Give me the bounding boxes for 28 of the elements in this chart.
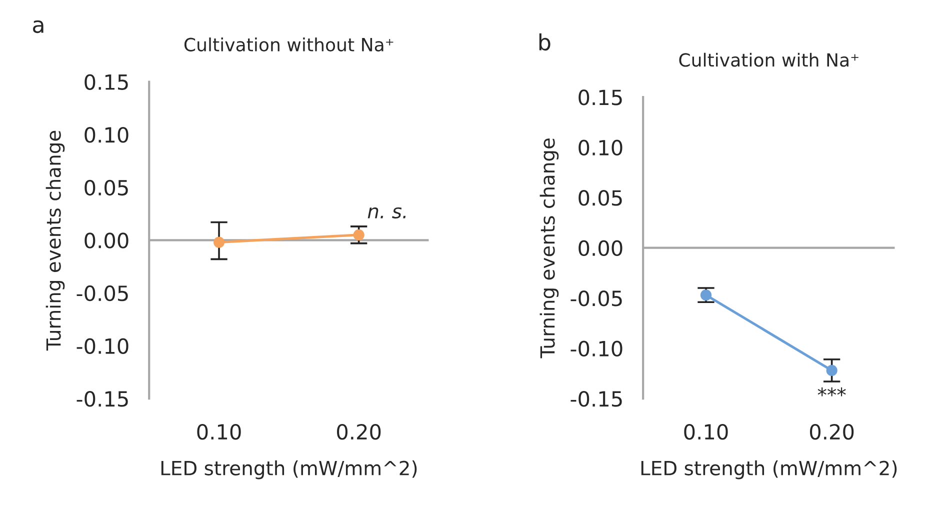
y-tick-label: 0.15 bbox=[578, 90, 622, 106]
chart-title: Cultivation without Na⁺ bbox=[184, 37, 394, 52]
text: a bbox=[33, 20, 44, 34]
y-tick-label: 0.00 bbox=[578, 240, 622, 256]
text: b bbox=[539, 33, 550, 51]
y-tick-label: 0.10 bbox=[84, 127, 128, 143]
y-tick-label: 0.05 bbox=[84, 180, 128, 196]
x-tick-label: 0.20 bbox=[337, 424, 381, 440]
x-tick-label: 0.10 bbox=[684, 424, 728, 440]
y-tick-label: -0.10 bbox=[570, 340, 622, 357]
chart-title: Cultivation with Na⁺ bbox=[679, 52, 858, 67]
y-tick-label: -0.15 bbox=[76, 391, 128, 407]
annotation: n. s. bbox=[368, 207, 406, 219]
annotation: *** bbox=[818, 387, 846, 396]
y-tick-label: 0.15 bbox=[84, 74, 128, 90]
y-tick-label: -0.05 bbox=[570, 290, 622, 306]
x-tick-label: 0.10 bbox=[197, 424, 241, 440]
y-axis-title: Turning events change bbox=[540, 138, 559, 358]
y-tick-label: 0.05 bbox=[578, 190, 622, 206]
y-tick-label: -0.15 bbox=[570, 391, 622, 407]
y-tick-label: 0.00 bbox=[84, 232, 128, 248]
x-axis-title: LED strength (mW/mm^2) bbox=[161, 460, 417, 480]
y-axis-title: Turning events change bbox=[46, 130, 65, 351]
y-tick-label: -0.05 bbox=[76, 285, 128, 302]
y-tick-label: 0.10 bbox=[578, 140, 622, 156]
x-tick-label: 0.20 bbox=[810, 424, 854, 440]
y-tick-label: -0.10 bbox=[76, 338, 128, 354]
x-axis-title: LED strength (mW/mm^2) bbox=[641, 460, 897, 480]
